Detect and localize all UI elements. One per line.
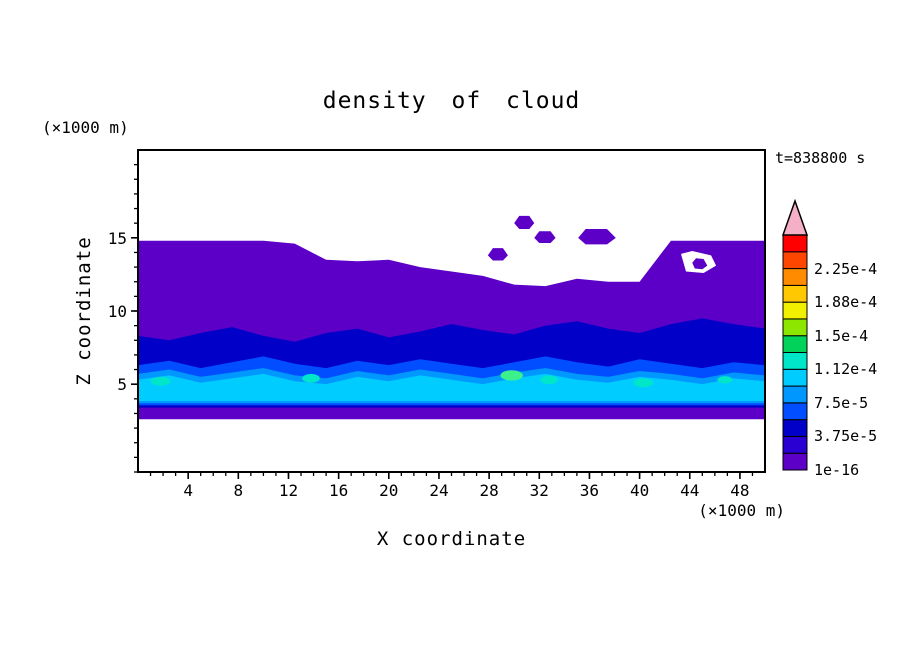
colorbar-segment — [782, 452, 808, 471]
x-axis-title: X coordinate — [376, 528, 527, 550]
colorbar-segment — [782, 402, 808, 421]
x-tick-label: 12 — [279, 481, 298, 500]
cloud-blob-b — [534, 231, 556, 243]
y-tick-label: 5 — [117, 375, 127, 394]
colorbar-tick-label: 1e-16 — [814, 461, 860, 479]
time-annotation: t=838800 s — [775, 149, 866, 167]
x-tick-label: 8 — [233, 481, 243, 500]
y-axis-title: Z coordinate — [73, 236, 95, 386]
colorbar-segment — [782, 234, 808, 253]
y-tick-label: 15 — [108, 229, 127, 248]
y-axis-unit-label: (×1000 m) — [42, 118, 129, 137]
colorbar-tick-label: 7.5e-5 — [814, 393, 869, 412]
contour-band-ge-1.5e-4 — [138, 373, 765, 402]
x-tick-label: 36 — [580, 481, 599, 500]
colorbar-segment — [782, 368, 808, 387]
contour-speck — [540, 375, 559, 385]
contour-speck — [717, 376, 733, 384]
cloud-blob-a — [514, 215, 535, 230]
colorbar-segment — [782, 251, 808, 270]
colorbar-segment — [782, 435, 808, 454]
contour-speck — [150, 376, 171, 386]
contour-speck — [302, 373, 320, 383]
x-tick-label: 40 — [630, 481, 649, 500]
colorbar-segment — [782, 419, 808, 437]
colorbar-segment — [782, 301, 808, 320]
x-tick-label: 28 — [479, 481, 498, 500]
colorbar-tick-label: 2.25e-4 — [814, 259, 878, 278]
cloud-blob-e — [692, 258, 708, 270]
chart-title: density of cloud — [322, 88, 581, 114]
colorbar — [781, 198, 809, 471]
colorbar-segment — [782, 284, 808, 303]
colorbar-tick-label: 3.75e-5 — [814, 427, 878, 446]
colorbar-segment — [782, 352, 808, 370]
colorbar-overflow-arrow — [781, 198, 809, 236]
colorbar-segment — [782, 385, 808, 404]
x-tick-label: 32 — [530, 481, 549, 500]
x-tick-label: 44 — [680, 481, 699, 500]
x-tick-label: 4 — [183, 481, 193, 500]
x-axis-unit-label: (×1000 m) — [698, 501, 785, 520]
colorbar-segment — [782, 335, 808, 353]
cloud-blob-d — [487, 248, 508, 261]
cloud-blob-c — [578, 229, 616, 245]
colorbar-segment — [782, 268, 808, 286]
colorbar-tick-label: 1.12e-4 — [814, 360, 878, 379]
contour-speck — [500, 370, 523, 381]
x-tick-label: 48 — [730, 481, 749, 500]
contour-speck — [633, 378, 654, 388]
x-tick-label: 20 — [379, 481, 398, 500]
colorbar-segment — [782, 318, 808, 337]
colorbar-tick-label: 1.5e-4 — [814, 326, 869, 345]
x-tick-label: 16 — [329, 481, 348, 500]
x-tick-label: 24 — [429, 481, 448, 500]
y-tick-label: 10 — [108, 302, 127, 321]
colorbar-tick-label: 1.88e-4 — [814, 293, 878, 312]
